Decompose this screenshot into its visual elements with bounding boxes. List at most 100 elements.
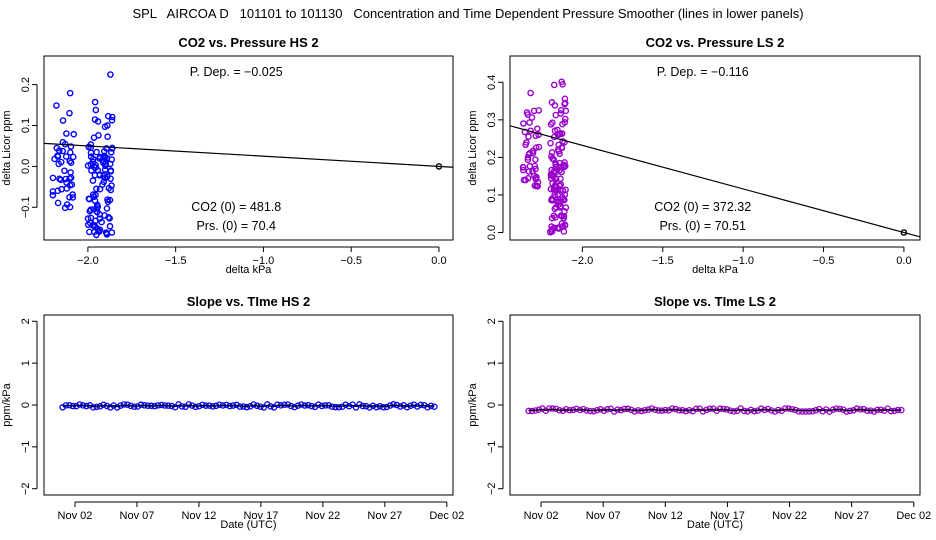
data-point [84,221,92,229]
data-point [624,405,632,413]
data-point [527,89,534,97]
data-point [843,408,850,415]
data-point [887,407,895,415]
data-point [802,408,809,415]
x-tick-label: −1.0 [253,255,275,267]
data-point [549,155,556,162]
y-tick-label: 0 [20,402,32,408]
data-point [100,178,108,186]
y-tick-label: 2 [486,318,498,324]
plot-area [510,78,920,238]
data-point [771,408,779,415]
data-point [870,408,878,415]
data-point [108,113,116,121]
data-point [59,147,66,155]
data-point [62,153,70,160]
data-point [757,405,765,412]
x-tick-label: Nov 12 [648,510,683,522]
y-tick-label: 0.4 [486,75,498,90]
x-tick-label: Dec 02 [896,510,931,522]
data-point [530,172,538,179]
plot-area [44,71,453,239]
data-point [552,175,560,183]
data-point [519,166,527,174]
data-point [798,408,806,415]
x-tick-label: Nov 07 [586,510,621,522]
data-point [764,405,772,413]
data-point [519,163,527,171]
chart-ls: CO2 vs. Pressure LS 2 −2.0 −1.5 −1.0 −0.5 0.0… [467,35,921,276]
data-point [547,139,554,147]
data-point [383,403,390,411]
data-point [54,153,62,160]
x-axis-label: delta kPa [692,264,739,276]
data-point [555,141,562,149]
chart-title: CO2 vs. Pressure LS 2 [646,35,785,50]
data-point [298,401,305,408]
data-point [67,143,75,150]
data-point [332,403,339,411]
data-point [524,175,532,182]
x-axis-label: delta kPa [226,264,273,276]
data-point [524,156,532,164]
origin-point [900,229,908,236]
data-point [532,144,540,151]
data-point [547,171,555,178]
data-point [819,408,826,415]
data-point [92,106,100,114]
data-point [590,408,597,415]
data-point [424,404,431,411]
data-point [106,196,114,204]
data-point [84,162,92,169]
data-point [95,131,102,139]
data-point [556,182,563,190]
x-tick-label: 0.0 [896,255,911,267]
chart-title: CO2 vs. Pressure HS 2 [178,35,318,50]
data-point [120,401,128,408]
plot-frame [43,55,454,241]
data-point [61,167,68,175]
data-point [560,212,568,220]
data-point [57,158,65,166]
data-point [107,167,115,174]
data-point [66,157,74,165]
data-point [107,148,115,156]
data-point [69,153,77,161]
data-point [315,401,322,408]
data-point [682,407,690,415]
data-point [130,403,138,410]
data-point [554,131,562,139]
data-point [781,405,789,412]
y-tick-label: 2 [20,318,32,324]
y-tick-label: 0.0 [486,225,498,240]
y-tick-label: 0.0 [20,159,32,174]
data-point [403,403,411,411]
data-point [250,401,257,408]
data-point [531,182,539,189]
data-point [562,204,570,211]
data-point [520,120,527,127]
data-point [534,182,542,190]
chart-slope_ls: Slope vs. TIme LS 2 Nov 02 Nov 07 Nov 12 Nov… [467,294,931,531]
data-point [669,405,676,412]
data-point [552,214,559,221]
data-point [699,408,707,415]
x-axis-label: Date (UTC) [687,519,743,531]
data-point [552,160,559,167]
data-point [95,227,102,235]
y-tick-label: 0.2 [486,150,498,165]
x-axis-label: Date (UTC) [220,519,276,531]
data-point [356,401,363,408]
data-point [556,167,563,174]
x-tick-label: Nov 07 [120,510,155,522]
data-point [88,167,95,174]
data-point [563,405,570,413]
data-point [597,406,604,413]
data-point [548,226,556,233]
data-point [76,401,83,408]
data-point [69,194,77,201]
smoother-line [528,408,902,412]
data-point [101,123,109,131]
x-tick-label: Nov 22 [305,510,340,522]
